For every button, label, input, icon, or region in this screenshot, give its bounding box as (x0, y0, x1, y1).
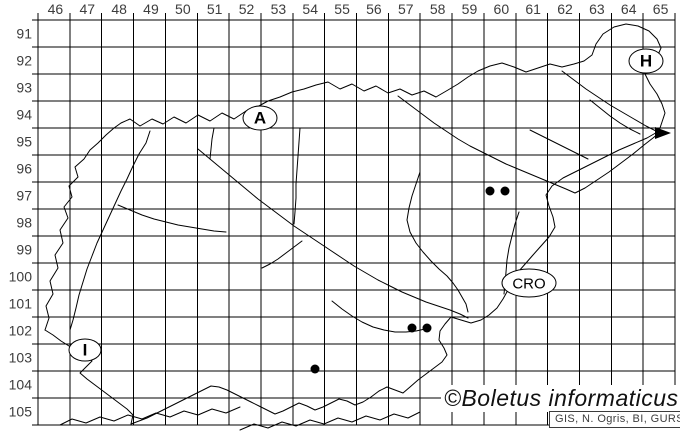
grid-row-label: 91 (16, 26, 32, 42)
axis-labels: 46 47 48 49 50 51 52 53 54 55 56 57 58 59 60 61 62 63 64 65… (9, 1, 669, 420)
grid-col-label: 53 (271, 1, 287, 17)
grid-row-label: 95 (16, 134, 32, 150)
grid-row-label: 93 (16, 80, 32, 96)
occurrence-dot (407, 323, 417, 333)
istria-line-2 (239, 411, 421, 431)
grid-col-label: 58 (430, 1, 446, 17)
grid-row-label: 99 (16, 242, 32, 258)
river-soca (69, 130, 151, 331)
border-north (44, 23, 666, 331)
occurrence-dot (310, 364, 320, 374)
copyright-text: ©Boletus informaticus (441, 385, 680, 412)
country-label-croatia: CRO (501, 268, 557, 298)
country-label-austria: A (242, 105, 278, 131)
country-label-text: H (640, 52, 652, 71)
country-label-text: A (254, 109, 266, 128)
country-oval (68, 338, 102, 362)
river-exit-arrow (655, 127, 671, 139)
grid-row-label: 103 (9, 350, 33, 366)
river-ljubljanica (261, 240, 303, 269)
grid-col-label: 61 (525, 1, 541, 17)
grid-col-label: 59 (462, 1, 478, 17)
country-label-hungary: H (628, 48, 664, 74)
grid-lines (32, 13, 676, 426)
grid-row-label: 104 (9, 377, 33, 393)
grid-col-label: 56 (366, 1, 382, 17)
grid-col-label: 65 (653, 1, 669, 17)
grid-col-label: 62 (557, 1, 573, 17)
country-label-italy: I (68, 338, 102, 362)
istria-line-1 (59, 406, 241, 426)
grid-col-label: 50 (175, 1, 191, 17)
grid-col-label: 63 (589, 1, 605, 17)
border-south (130, 130, 660, 425)
grid-col-label: 48 (111, 1, 127, 17)
occurrence-dot (500, 186, 510, 196)
grid-row-label: 102 (9, 323, 33, 339)
grid-col-label: 52 (239, 1, 255, 17)
river-savinja (406, 171, 469, 313)
grid-row-label: 98 (16, 215, 32, 231)
river-scavnica (589, 99, 641, 135)
river-drava (397, 95, 660, 194)
grid-row-label: 94 (16, 107, 32, 123)
grid-col-label: 46 (48, 1, 64, 17)
grid-col-label: 54 (302, 1, 318, 17)
river-pesnica (529, 129, 589, 160)
grid-row-label: 96 (16, 161, 32, 177)
river-sava (197, 148, 469, 319)
country-oval (628, 48, 664, 74)
grid-row-label: 92 (16, 53, 32, 69)
occurrence-dot (422, 323, 432, 333)
grid-col-label: 64 (621, 1, 637, 17)
grid-row-label: 101 (9, 296, 33, 312)
river-kamniska (293, 127, 301, 225)
country-labels: A H CRO I (68, 48, 664, 362)
occurrence-dot (485, 186, 495, 196)
river-network (44, 23, 671, 431)
river-sava-trib (209, 127, 215, 160)
grid-col-label: 49 (143, 1, 159, 17)
grid-col-label: 47 (79, 1, 95, 17)
occurrence-dots (310, 186, 510, 374)
grid-row-label: 105 (9, 404, 33, 420)
attribution-box: GIS, N. Ogris, BI, GURS (549, 411, 680, 428)
grid-col-label: 55 (334, 1, 350, 17)
country-label-text: I (83, 341, 88, 360)
country-oval (242, 105, 278, 131)
river-mura (561, 70, 657, 132)
grid-col-label: 57 (398, 1, 414, 17)
grid-row-label: 97 (16, 188, 32, 204)
grid-col-label: 51 (207, 1, 223, 17)
country-oval (501, 268, 557, 298)
grid-col-label: 60 (494, 1, 510, 17)
grid-row-label: 100 (9, 269, 33, 285)
river-vipava (117, 204, 227, 233)
country-label-text: CRO (512, 276, 545, 293)
border-coast (44, 329, 134, 425)
